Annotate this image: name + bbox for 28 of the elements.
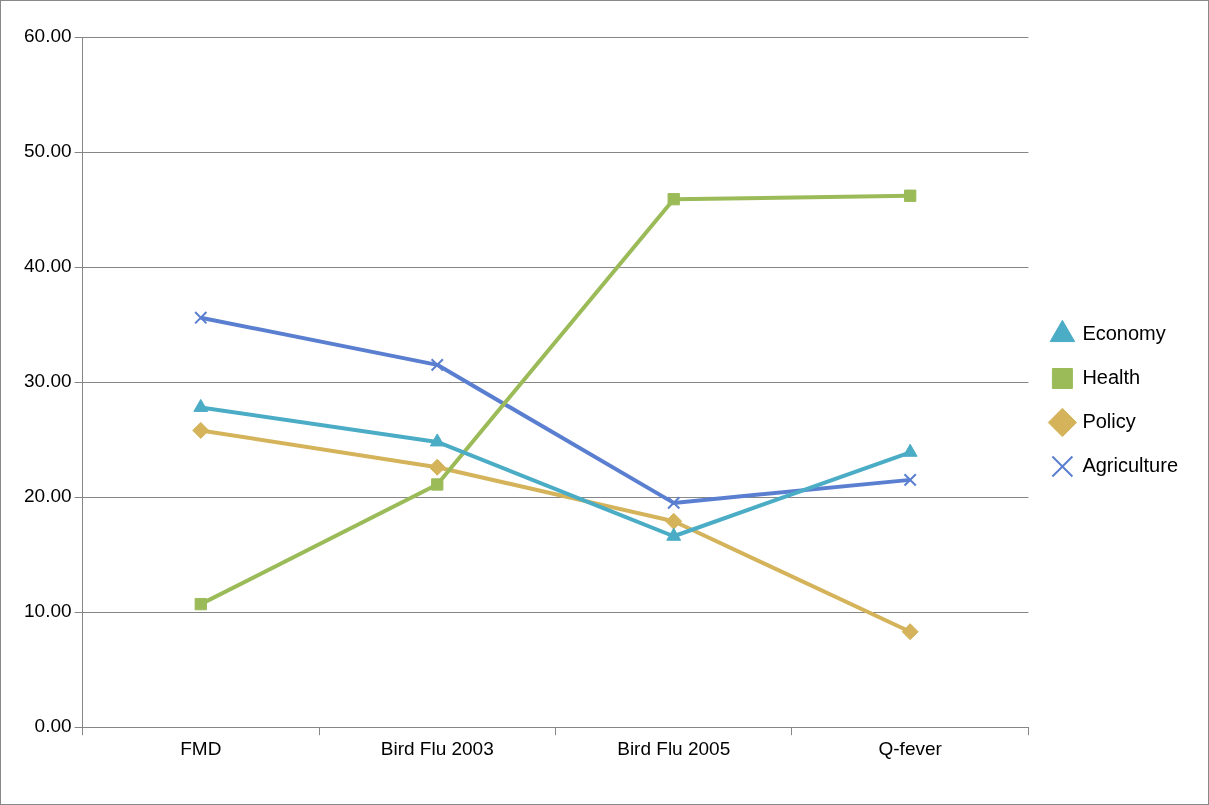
y-tick-label: 40.00 — [24, 255, 72, 277]
x-tick-label: Bird Flu 2003 — [380, 737, 494, 759]
y-tick-label: 10.00 — [24, 600, 72, 622]
point — [904, 189, 917, 202]
legend-label: Agriculture — [1082, 454, 1179, 477]
x-tick-label: Bird Flu 2005 — [617, 737, 731, 759]
point — [901, 623, 919, 641]
point — [667, 496, 681, 510]
point — [903, 473, 917, 487]
legend-label: Policy — [1082, 410, 1136, 433]
x-tick-label: FMD — [180, 737, 222, 759]
y-tick-label: 50.00 — [24, 140, 72, 162]
y-tick-label: 0.00 — [34, 715, 72, 737]
x-tick-label: Q-fever — [878, 737, 943, 759]
point — [667, 193, 680, 206]
point — [194, 597, 207, 611]
y-tick-label: 20.00 — [24, 485, 72, 507]
point — [429, 433, 445, 447]
y-tick-label: 60.00 — [24, 25, 72, 47]
y-tick-label: 30.00 — [24, 370, 72, 392]
point — [431, 478, 444, 491]
legend-label: Economy — [1082, 322, 1166, 345]
point — [194, 311, 208, 325]
point — [430, 358, 444, 372]
legend-label: Health — [1082, 366, 1141, 389]
point — [192, 421, 210, 439]
point — [665, 512, 683, 530]
point — [428, 458, 446, 476]
